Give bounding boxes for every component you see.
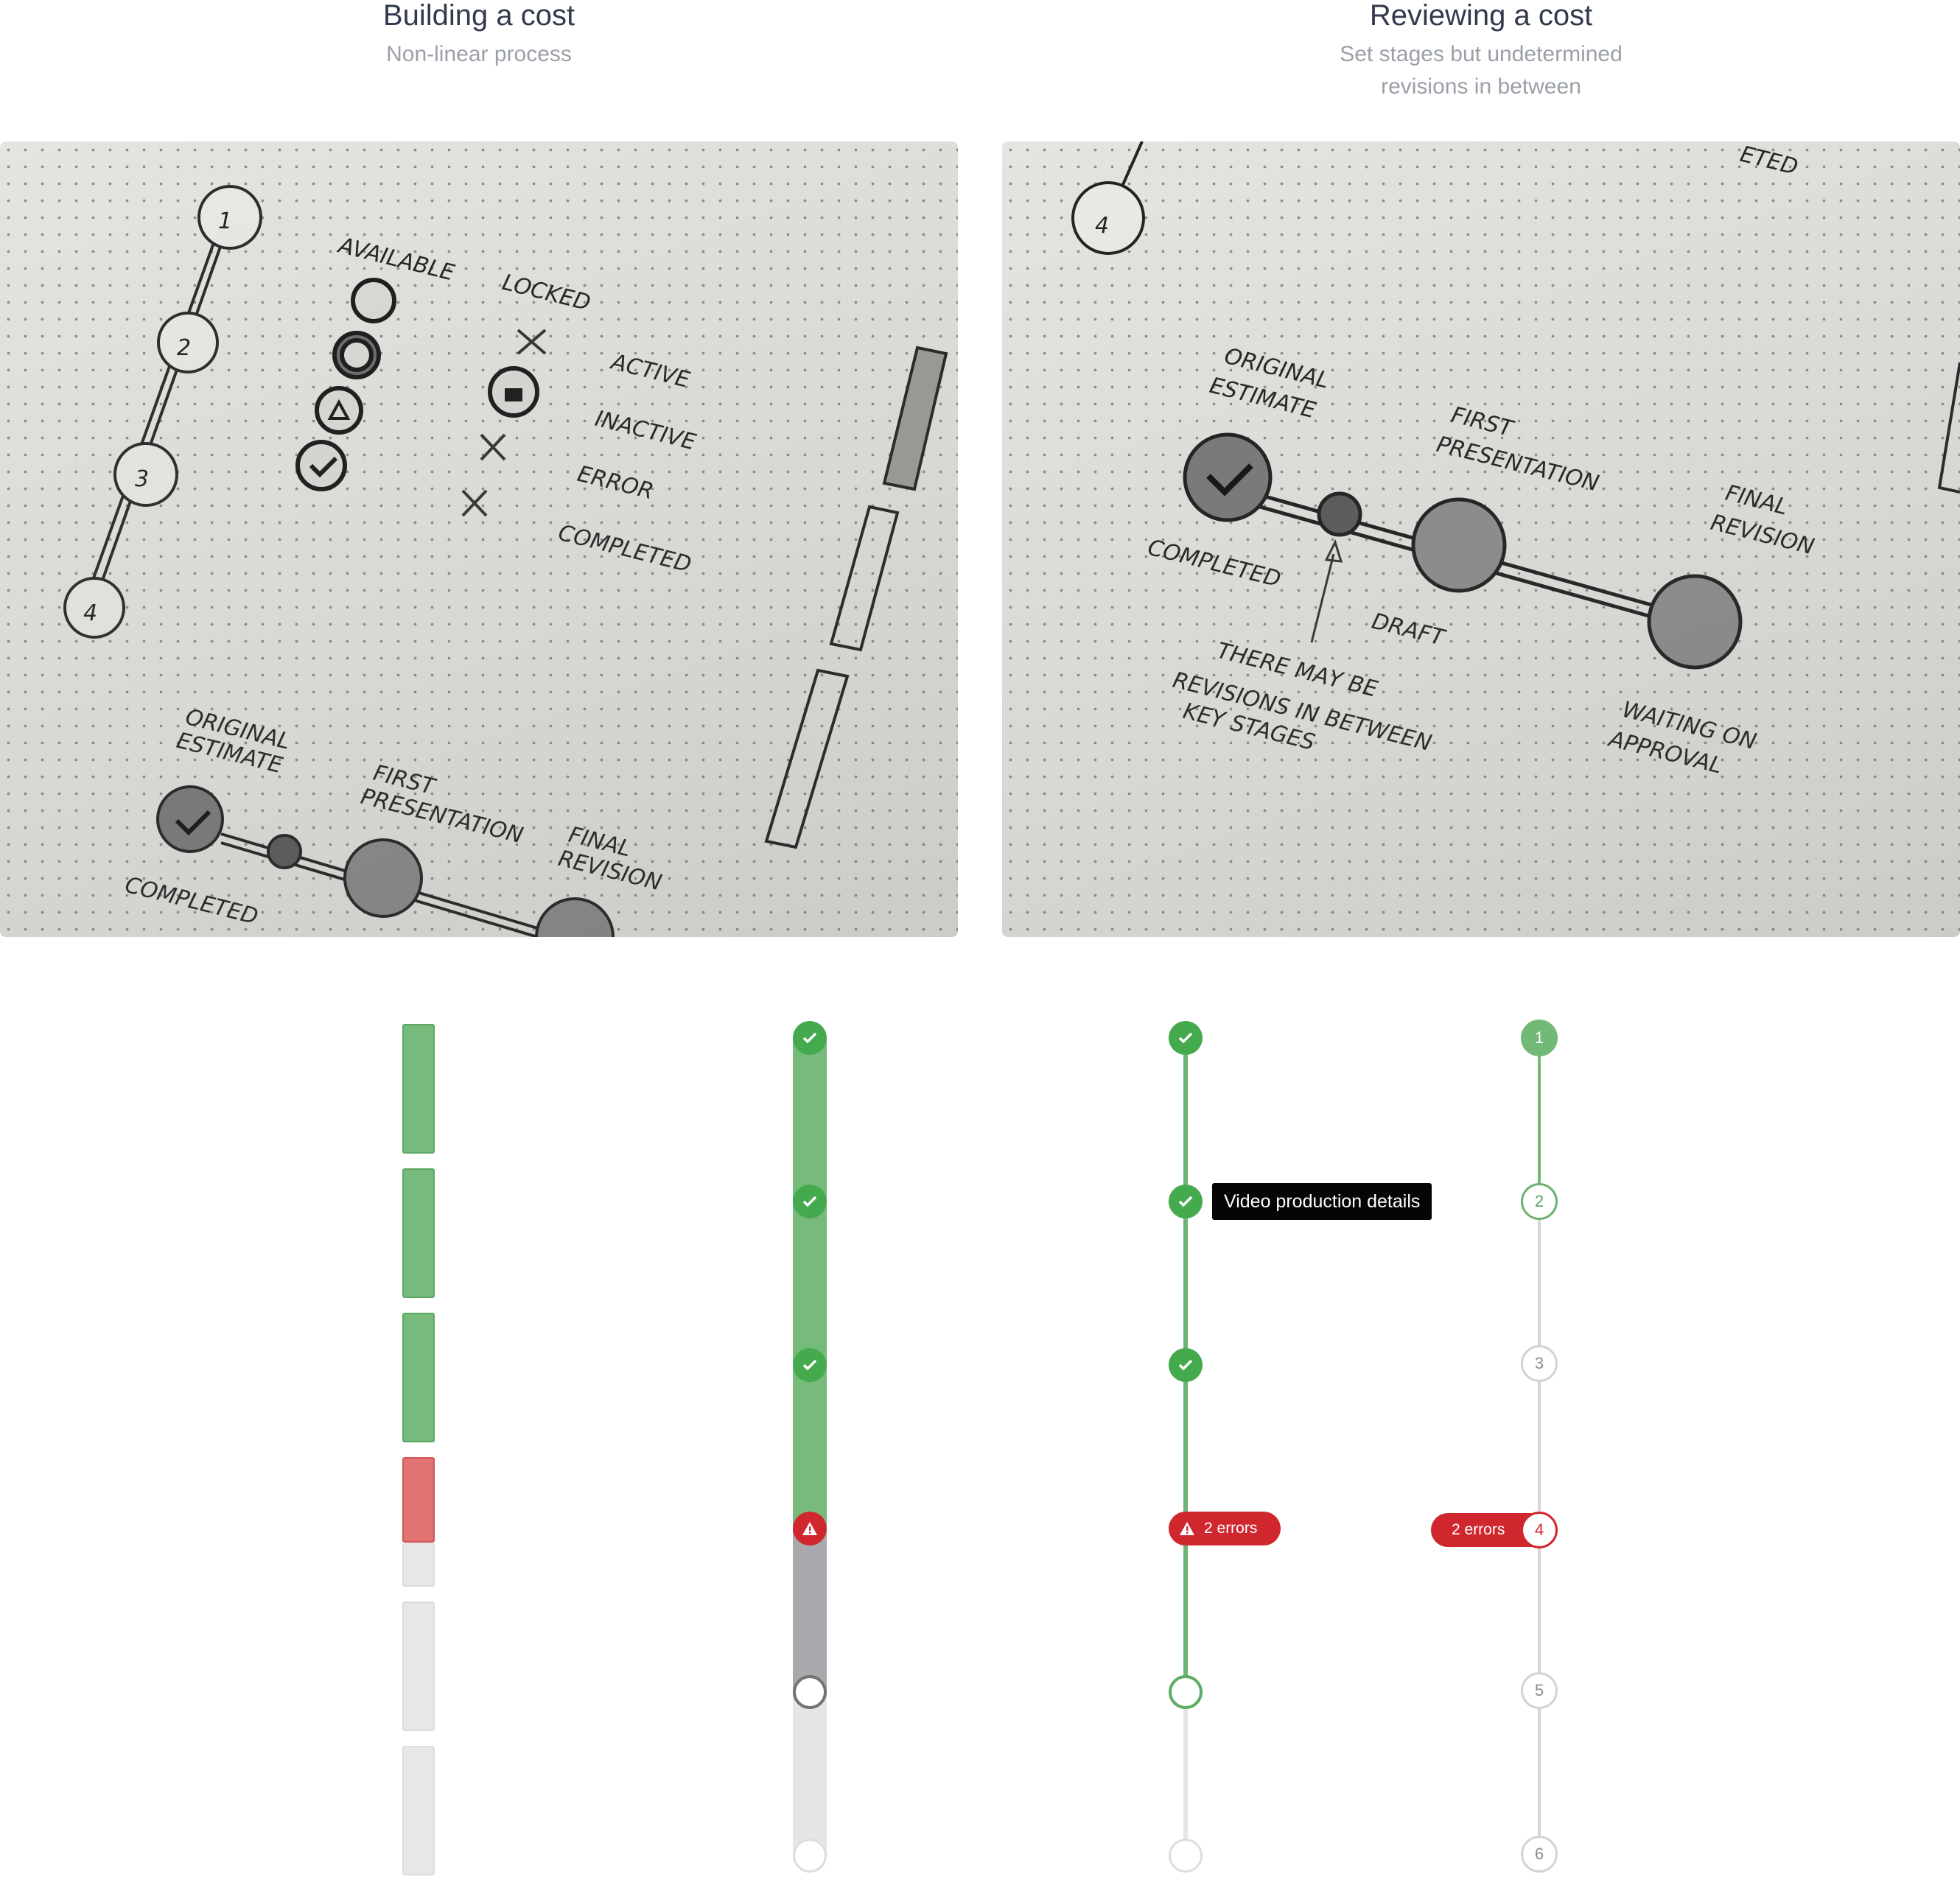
segment-pending-1[interactable] bbox=[402, 1601, 435, 1731]
right-sketch-photo: 4 ETED ORIGINAL ESTIMATE FIRST PRESENTAT… bbox=[1002, 141, 1960, 937]
check-icon bbox=[1178, 1196, 1193, 1207]
error-pill-c-label: 2 errors bbox=[1204, 1520, 1258, 1537]
line-node-active[interactable] bbox=[1169, 1675, 1203, 1709]
warning-icon bbox=[1180, 1522, 1194, 1535]
line-d-complete bbox=[1538, 1039, 1541, 1202]
right-photo-shade bbox=[1002, 141, 1960, 937]
sketch-step-1: 1 bbox=[218, 208, 232, 234]
bar-node-error[interactable] bbox=[793, 1512, 827, 1546]
check-icon bbox=[802, 1032, 817, 1044]
line-node-pending[interactable] bbox=[1169, 1839, 1203, 1873]
bar-node-2[interactable] bbox=[793, 1185, 827, 1218]
right-subtitle: Set stages but undetermined revisions in… bbox=[1002, 38, 1960, 103]
bar-node-3[interactable] bbox=[793, 1348, 827, 1382]
step-number-4[interactable]: 4 bbox=[1521, 1512, 1558, 1548]
bar-complete bbox=[793, 1025, 827, 1529]
left-title: Building a cost bbox=[382, 0, 575, 32]
check-icon bbox=[802, 1359, 817, 1371]
bar-node-pending[interactable] bbox=[793, 1839, 827, 1873]
segment-complete-3[interactable] bbox=[402, 1313, 435, 1442]
segment-complete-2[interactable] bbox=[402, 1168, 435, 1298]
sketch-step-3: 3 bbox=[135, 466, 149, 492]
left-sketch-drawing: 1 2 3 4 AVAILABLE LOCKED ACTIVE INACTIVE bbox=[63, 185, 948, 937]
error-pill-c[interactable]: 2 errors bbox=[1169, 1512, 1281, 1546]
left-photo-shade bbox=[0, 141, 958, 937]
left-subtitle: Non-linear process bbox=[386, 42, 572, 66]
sketch-step-2: 2 bbox=[177, 335, 191, 361]
right-header: Reviewing a cost Set stages but undeterm… bbox=[1002, 0, 1960, 103]
step-number-1-label: 1 bbox=[1534, 1028, 1544, 1047]
check-icon bbox=[802, 1196, 817, 1207]
left-header: Building a cost Non-linear process bbox=[0, 0, 958, 71]
right-sketch-drawing: 4 ETED ORIGINAL ESTIMATE FIRST PRESENTAT… bbox=[1071, 141, 1960, 779]
error-pill-d-label: 2 errors bbox=[1452, 1521, 1505, 1538]
segment-pending-2[interactable] bbox=[402, 1746, 435, 1876]
step-number-5-label: 5 bbox=[1534, 1681, 1544, 1699]
step-number-3[interactable]: 3 bbox=[1521, 1345, 1558, 1382]
line-node-1[interactable] bbox=[1169, 1021, 1203, 1055]
right-subtitle-line2: revisions in between bbox=[1381, 74, 1581, 99]
step-number-2[interactable]: 2 bbox=[1521, 1183, 1558, 1220]
bar-active bbox=[793, 1529, 827, 1694]
line-node-2[interactable] bbox=[1169, 1185, 1203, 1218]
step-tooltip: Video production details bbox=[1212, 1183, 1432, 1220]
segment-error-remaining bbox=[402, 1543, 435, 1587]
bar-pending bbox=[793, 1694, 827, 1858]
step-number-1[interactable]: 1 bbox=[1521, 1020, 1558, 1056]
line-node-3[interactable] bbox=[1169, 1348, 1203, 1382]
step-number-6[interactable]: 6 bbox=[1521, 1836, 1558, 1873]
step-number-2-label: 2 bbox=[1534, 1192, 1544, 1210]
left-sketch-photo: 1 2 3 4 AVAILABLE LOCKED ACTIVE INACTIVE bbox=[0, 141, 958, 937]
check-icon bbox=[1178, 1359, 1193, 1371]
step-number-4-label: 4 bbox=[1534, 1520, 1544, 1539]
segment-error[interactable] bbox=[402, 1457, 435, 1543]
segment-complete-1[interactable] bbox=[402, 1024, 435, 1154]
step-number-6-label: 6 bbox=[1534, 1845, 1544, 1863]
bar-node-1[interactable] bbox=[793, 1021, 827, 1055]
warning-icon bbox=[802, 1522, 817, 1535]
sketch-step-4: 4 bbox=[83, 600, 97, 626]
right-subtitle-line1: Set stages but undetermined bbox=[1340, 42, 1623, 66]
sketch-right-step-4: 4 bbox=[1095, 213, 1109, 239]
step-number-5[interactable]: 5 bbox=[1521, 1672, 1558, 1709]
bar-node-active[interactable] bbox=[793, 1675, 827, 1709]
step-number-3-label: 3 bbox=[1534, 1354, 1544, 1372]
line-c-pending bbox=[1183, 1693, 1188, 1840]
check-icon bbox=[1178, 1032, 1193, 1044]
right-title: Reviewing a cost bbox=[1369, 0, 1593, 32]
